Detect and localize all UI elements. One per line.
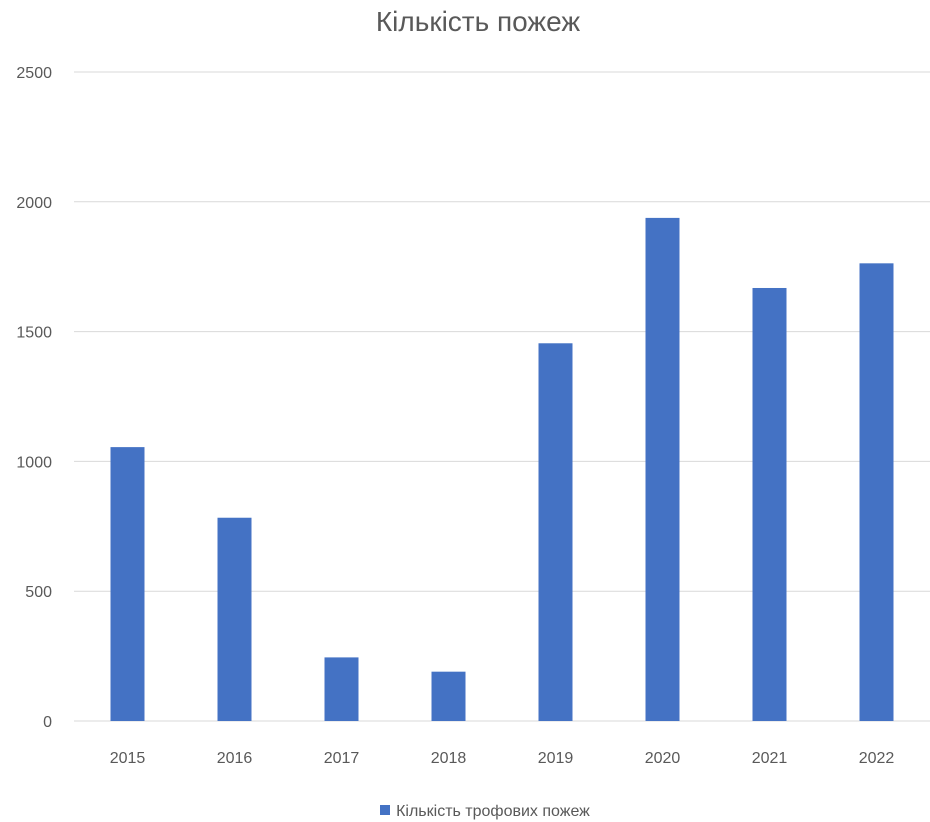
y-tick-label: 1000 <box>16 454 52 471</box>
bar-2018 <box>431 671 466 721</box>
legend: Кількість трофових пожеж <box>0 803 930 821</box>
bar-2020 <box>645 217 680 721</box>
bar-2015 <box>110 447 145 721</box>
y-tick-label: 0 <box>43 714 52 731</box>
bar-2016 <box>217 517 252 721</box>
bar-2022 <box>859 263 894 721</box>
bar-2017 <box>324 657 359 721</box>
x-tick-label: 2017 <box>324 750 360 767</box>
legend-swatch <box>380 805 391 815</box>
gridlines <box>74 71 930 722</box>
x-tick-label: 2021 <box>752 750 788 767</box>
bars <box>110 217 894 721</box>
y-tick-label: 2500 <box>16 65 52 82</box>
x-tick-label: 2019 <box>538 750 574 767</box>
x-axis-ticks: 2015 2016 2017 2018 2019 2020 2021 2022 <box>110 750 895 767</box>
x-tick-label: 2016 <box>217 750 253 767</box>
y-tick-label: 500 <box>25 584 52 601</box>
legend-label: Кількість трофових пожеж <box>396 803 590 820</box>
x-tick-label: 2015 <box>110 750 146 767</box>
x-tick-label: 2018 <box>431 750 467 767</box>
y-tick-label: 1500 <box>16 325 52 342</box>
bar-2019 <box>538 343 573 721</box>
y-tick-label: 2000 <box>16 195 52 212</box>
bar-2021 <box>752 287 787 721</box>
x-tick-label: 2022 <box>859 750 895 767</box>
x-tick-label: 2020 <box>645 750 681 767</box>
chart-title: Кількість пожеж <box>375 6 581 37</box>
y-axis-ticks: 0 500 1000 1500 2000 2500 <box>16 65 52 731</box>
